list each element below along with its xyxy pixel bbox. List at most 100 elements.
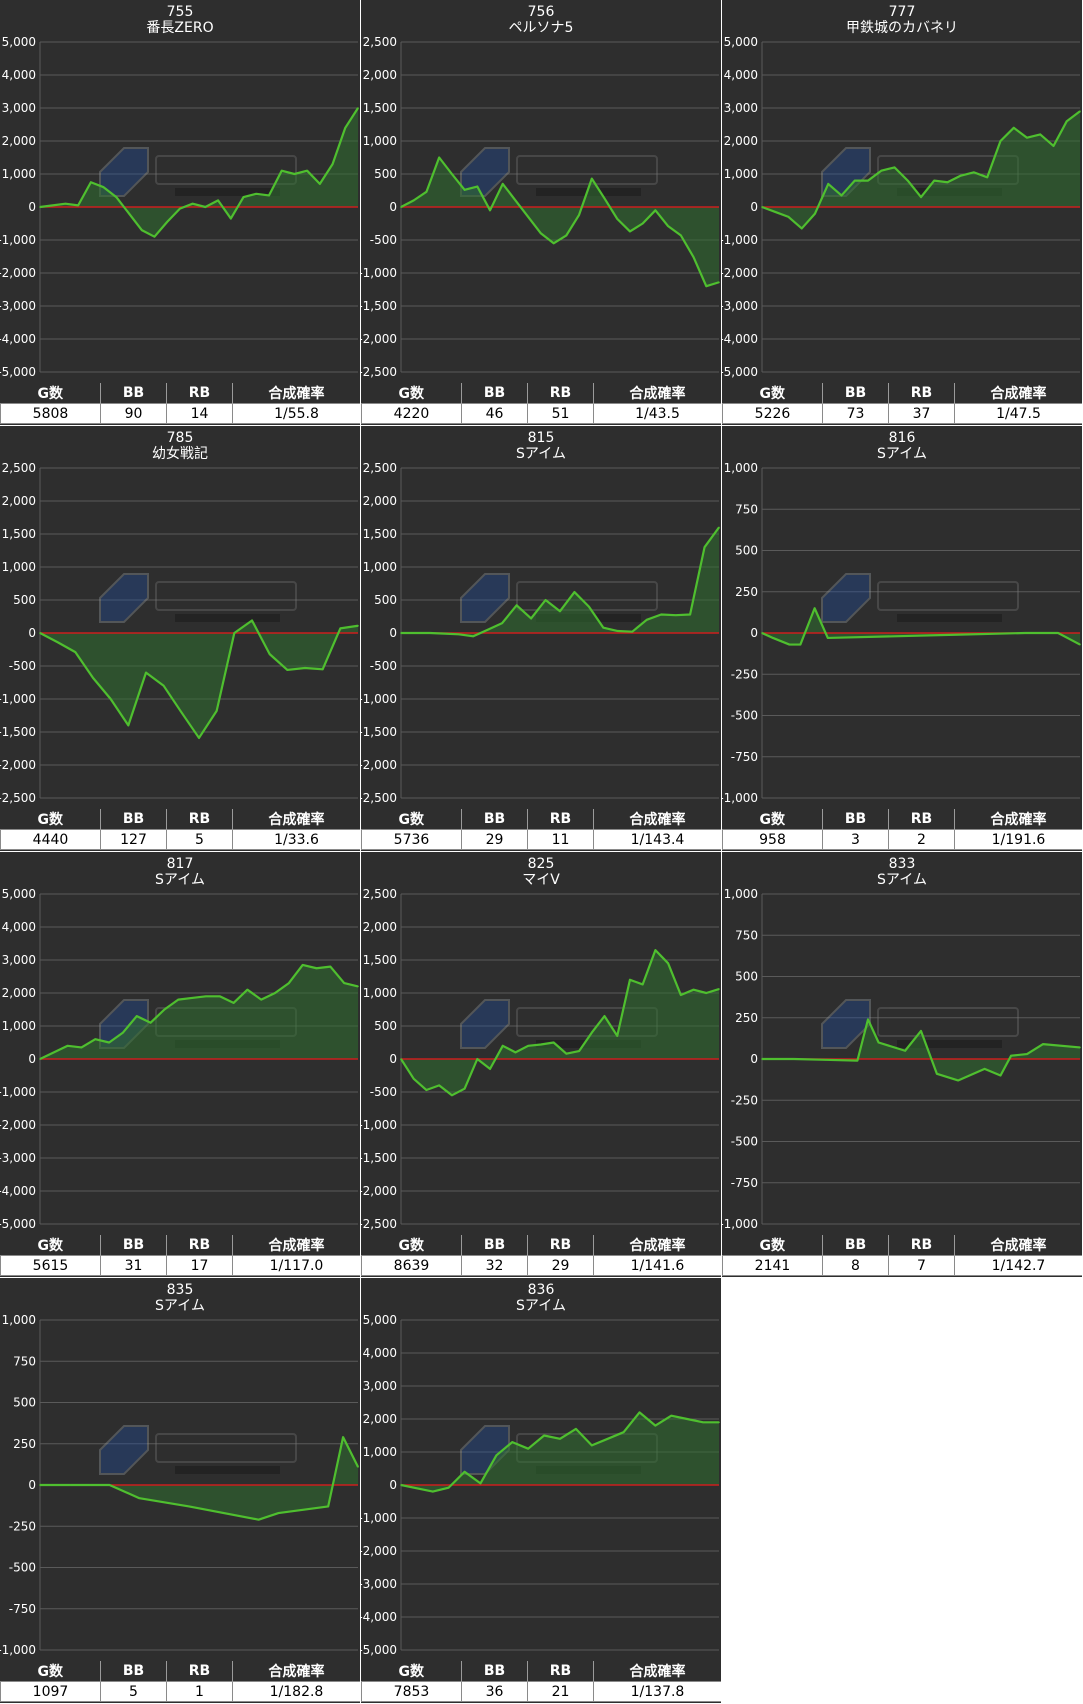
data-point [277, 1512, 280, 1514]
prob-value: 1/117.0 [232, 1255, 360, 1276]
data-point [39, 632, 41, 634]
prob-value: 1/191.6 [954, 829, 1082, 850]
payout-chart: 5,000 4,000 3,000 2,000 1,000 0 -1,000 -2,000 -3… [0, 887, 359, 1231]
prob-header: 合成確率 [593, 809, 721, 830]
data-point [692, 988, 695, 991]
data-point [527, 1447, 529, 1450]
y-tick-label: -1,000 [361, 692, 397, 706]
stats-table: G数 BB RB 合成確率 7853 36 21 1/137.8 [361, 1661, 721, 1702]
y-tick-label: -750 [731, 1176, 758, 1190]
bb-header: BB [100, 1235, 167, 1256]
y-tick-label: 500 [374, 593, 397, 607]
data-point [999, 140, 1002, 142]
y-tick-label: 5,000 [724, 35, 758, 49]
data-point [540, 232, 542, 235]
data-point [80, 1046, 83, 1049]
y-tick-label: -3,000 [361, 1577, 397, 1591]
rb-header: RB [527, 383, 594, 404]
rb-value: 17 [166, 1255, 233, 1276]
prob-header: 合成確率 [954, 383, 1082, 404]
stats-value-row: 4220 46 51 1/43.5 [361, 403, 721, 424]
data-point [486, 628, 489, 631]
y-tick-label: -250 [731, 1093, 758, 1107]
y-tick-label: 2,500 [363, 35, 397, 49]
rb-header: RB [166, 809, 233, 830]
y-tick-label: 500 [374, 1019, 397, 1033]
data-point [77, 204, 79, 207]
data-point [217, 199, 219, 202]
data-point [772, 637, 774, 639]
data-point [654, 209, 657, 212]
data-point [515, 604, 518, 607]
data-point [575, 1428, 577, 1430]
bb-value: 3 [822, 829, 889, 850]
y-tick-label: 3,000 [2, 953, 36, 967]
bb-header: BB [100, 1661, 167, 1682]
y-tick-label: 5,000 [2, 887, 36, 901]
stats-value-row: 5736 29 11 1/143.4 [361, 829, 721, 850]
data-point [959, 174, 962, 177]
y-tick-label: -5,000 [0, 1217, 36, 1231]
data-point [268, 194, 270, 197]
data-point [329, 965, 332, 968]
y-tick-label: -1,000 [722, 791, 758, 805]
data-point [342, 1436, 344, 1438]
y-tick-label: 1,500 [2, 527, 36, 541]
panel-heading: 825 マイV [361, 856, 721, 888]
data-point [629, 230, 631, 233]
y-tick-label: 1,000 [363, 560, 397, 574]
data-point [840, 194, 843, 197]
games-header: G数 [0, 1235, 101, 1256]
data-point [304, 667, 306, 669]
data-point [514, 1051, 517, 1054]
data-point [645, 619, 648, 621]
y-tick-label: -2,000 [361, 332, 397, 346]
data-point [400, 1484, 402, 1486]
rb-value: 51 [527, 403, 594, 424]
bb-header: BB [461, 809, 528, 830]
machine-panel-785: 785 幼女戦記 2,500 2,000 1,500 1,000 500 0 -500 -1,00… [0, 426, 360, 851]
rb-value: 11 [527, 829, 594, 850]
bb-value: 73 [822, 403, 889, 424]
data-point [1052, 145, 1055, 147]
y-tick-label: 250 [735, 1011, 758, 1025]
data-point [135, 1015, 138, 1017]
panel-heading: 777 甲鉄城のカバネリ [722, 4, 1082, 36]
y-tick-label: -2,000 [0, 758, 36, 772]
data-point [233, 632, 236, 634]
y-tick-label: -4,000 [0, 332, 36, 346]
y-tick-label: -2,000 [0, 266, 36, 280]
data-point [74, 651, 77, 653]
y-tick-label: -2,000 [722, 266, 758, 280]
data-point [205, 995, 207, 998]
data-point [293, 173, 296, 175]
bb-value: 36 [461, 1681, 528, 1702]
data-point [145, 671, 147, 674]
data-point [451, 1094, 453, 1097]
games-header: G数 [0, 1661, 101, 1682]
data-point [1065, 120, 1068, 122]
prob-header: 合成確率 [954, 1235, 1082, 1256]
data-point [108, 1041, 110, 1044]
data-point [867, 1018, 869, 1021]
machine-number: 836 [527, 1282, 555, 1298]
data-point [495, 1454, 498, 1457]
rb-value: 7 [888, 1255, 955, 1276]
y-tick-label: -4,000 [361, 1610, 397, 1624]
panel-heading: 815 Sアイム [361, 430, 721, 462]
y-tick-label: -1,000 [361, 1511, 397, 1525]
y-tick-label: 1,500 [363, 953, 397, 967]
data-point [616, 1035, 619, 1037]
games-header: G数 [722, 383, 823, 404]
prob-header: 合成確率 [593, 383, 721, 404]
games-header: G数 [361, 809, 462, 830]
stats-table: G数 BB RB 合成確率 5226 73 37 1/47.5 [722, 383, 1082, 424]
machine-number: 755 [166, 4, 194, 20]
y-tick-label: -1,000 [0, 1085, 36, 1099]
data-point [629, 979, 631, 981]
y-tick-label: -2,000 [361, 758, 397, 772]
stats-table: G数 BB RB 合成確率 5736 29 11 1/143.4 [361, 809, 721, 850]
y-tick-label: 2,000 [2, 986, 36, 1000]
data-point [127, 724, 130, 727]
